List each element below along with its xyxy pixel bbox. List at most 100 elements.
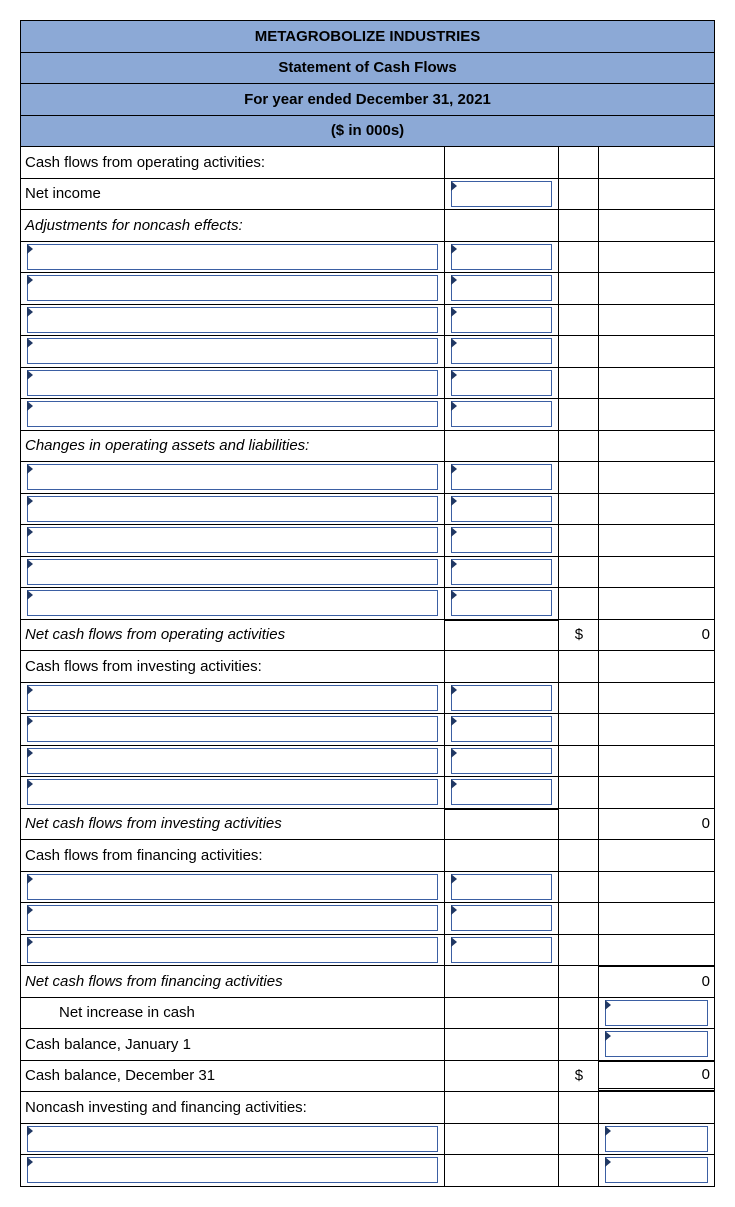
input-chg5-amt[interactable] <box>451 590 553 616</box>
header-title: Statement of Cash Flows <box>21 53 714 85</box>
input-adj6-desc[interactable] <box>27 401 438 427</box>
input-adj1-amt[interactable] <box>451 244 553 270</box>
row-net-investing: Net cash flows from investing activities… <box>21 809 714 841</box>
row-inv-1 <box>21 683 714 715</box>
row-adj-5 <box>21 368 714 400</box>
row-financing-header: Cash flows from financing activities: <box>21 840 714 872</box>
input-inv3-amt[interactable] <box>451 748 553 774</box>
row-net-operating: Net cash flows from operating activities… <box>21 620 714 652</box>
row-noncash-header: Noncash investing and financing activiti… <box>21 1092 714 1124</box>
input-adj4-amt[interactable] <box>451 338 553 364</box>
row-chg-2 <box>21 494 714 526</box>
row-nc-2 <box>21 1155 714 1187</box>
input-adj5-desc[interactable] <box>27 370 438 396</box>
row-adj-4 <box>21 336 714 368</box>
input-adj1-desc[interactable] <box>27 244 438 270</box>
sym-net-op: $ <box>559 620 599 651</box>
input-fin1-amt[interactable] <box>451 874 553 900</box>
row-inv-3 <box>21 746 714 778</box>
input-inv1-amt[interactable] <box>451 685 553 711</box>
input-inv4-amt[interactable] <box>451 779 553 805</box>
input-fin3-amt[interactable] <box>451 937 553 963</box>
input-nc1-desc[interactable] <box>27 1126 438 1152</box>
input-fin3-desc[interactable] <box>27 937 438 963</box>
input-nc1-amt[interactable] <box>605 1126 708 1152</box>
val-cash-dec31: 0 <box>599 1061 714 1092</box>
input-adj3-amt[interactable] <box>451 307 553 333</box>
header-units: ($ in 000s) <box>21 116 714 148</box>
input-chg2-desc[interactable] <box>27 496 438 522</box>
header-units-text: ($ in 000s) <box>331 122 404 139</box>
label-changes: Changes in operating assets and liabilit… <box>21 431 445 462</box>
label-net-inv: Net cash flows from investing activities <box>21 809 445 840</box>
input-adj4-desc[interactable] <box>27 338 438 364</box>
label-net-income: Net income <box>21 179 445 210</box>
row-net-financing: Net cash flows from financing activities… <box>21 966 714 998</box>
row-changes-label: Changes in operating assets and liabilit… <box>21 431 714 463</box>
input-adj2-desc[interactable] <box>27 275 438 301</box>
label-investing: Cash flows from investing activities: <box>21 651 445 682</box>
input-net-income-amt[interactable] <box>451 181 553 207</box>
header-period: For year ended December 31, 2021 <box>21 84 714 116</box>
val-net-inv: 0 <box>599 809 714 840</box>
header-title-text: Statement of Cash Flows <box>278 59 456 76</box>
row-adj-6 <box>21 399 714 431</box>
input-adj3-desc[interactable] <box>27 307 438 333</box>
input-adj2-amt[interactable] <box>451 275 553 301</box>
row-adj-3 <box>21 305 714 337</box>
val-net-op: 0 <box>599 620 714 651</box>
row-net-income: Net income <box>21 179 714 211</box>
row-investing-header: Cash flows from investing activities: <box>21 651 714 683</box>
label-cash-dec31: Cash balance, December 31 <box>21 1061 445 1092</box>
input-chg1-desc[interactable] <box>27 464 438 490</box>
input-inv1-desc[interactable] <box>27 685 438 711</box>
row-adjustments-label: Adjustments for noncash effects: <box>21 210 714 242</box>
row-net-increase: Net increase in cash <box>21 998 714 1030</box>
input-fin1-desc[interactable] <box>27 874 438 900</box>
input-adj6-amt[interactable] <box>451 401 553 427</box>
input-inv2-desc[interactable] <box>27 716 438 742</box>
row-inv-4 <box>21 777 714 809</box>
input-chg2-amt[interactable] <box>451 496 553 522</box>
label-net-increase: Net increase in cash <box>21 998 445 1029</box>
val-net-fin: 0 <box>599 966 714 997</box>
input-chg4-amt[interactable] <box>451 559 553 585</box>
input-fin2-desc[interactable] <box>27 905 438 931</box>
row-chg-5 <box>21 588 714 620</box>
input-chg4-desc[interactable] <box>27 559 438 585</box>
row-cash-dec31: Cash balance, December 31 $ 0 <box>21 1061 714 1093</box>
input-inv2-amt[interactable] <box>451 716 553 742</box>
label-net-op: Net cash flows from operating activities <box>21 620 445 651</box>
input-nc2-amt[interactable] <box>605 1157 708 1183</box>
input-inv3-desc[interactable] <box>27 748 438 774</box>
input-chg3-amt[interactable] <box>451 527 553 553</box>
input-inv4-desc[interactable] <box>27 779 438 805</box>
label-adjustments: Adjustments for noncash effects: <box>21 210 445 241</box>
row-operating-header: Cash flows from operating activities: <box>21 147 714 179</box>
row-chg-3 <box>21 525 714 557</box>
row-fin-3 <box>21 935 714 967</box>
label-cash-jan1: Cash balance, January 1 <box>21 1029 445 1060</box>
row-nc-1 <box>21 1124 714 1156</box>
sym-dec31: $ <box>559 1061 599 1092</box>
label-operating: Cash flows from operating activities: <box>21 147 445 178</box>
header-company-text: METAGROBOLIZE INDUSTRIES <box>255 28 481 45</box>
row-inv-2 <box>21 714 714 746</box>
label-net-fin: Net cash flows from financing activities <box>21 966 445 997</box>
input-chg3-desc[interactable] <box>27 527 438 553</box>
row-fin-2 <box>21 903 714 935</box>
cash-flow-statement: METAGROBOLIZE INDUSTRIES Statement of Ca… <box>20 20 715 1187</box>
input-nc2-desc[interactable] <box>27 1157 438 1183</box>
row-cash-jan1: Cash balance, January 1 <box>21 1029 714 1061</box>
input-adj5-amt[interactable] <box>451 370 553 396</box>
input-chg5-desc[interactable] <box>27 590 438 616</box>
row-adj-2 <box>21 273 714 305</box>
input-net-increase[interactable] <box>605 1000 708 1026</box>
input-cash-jan1[interactable] <box>605 1031 708 1057</box>
header-company: METAGROBOLIZE INDUSTRIES <box>21 21 714 53</box>
row-chg-4 <box>21 557 714 589</box>
label-financing: Cash flows from financing activities: <box>21 840 445 871</box>
input-chg1-amt[interactable] <box>451 464 553 490</box>
row-chg-1 <box>21 462 714 494</box>
input-fin2-amt[interactable] <box>451 905 553 931</box>
